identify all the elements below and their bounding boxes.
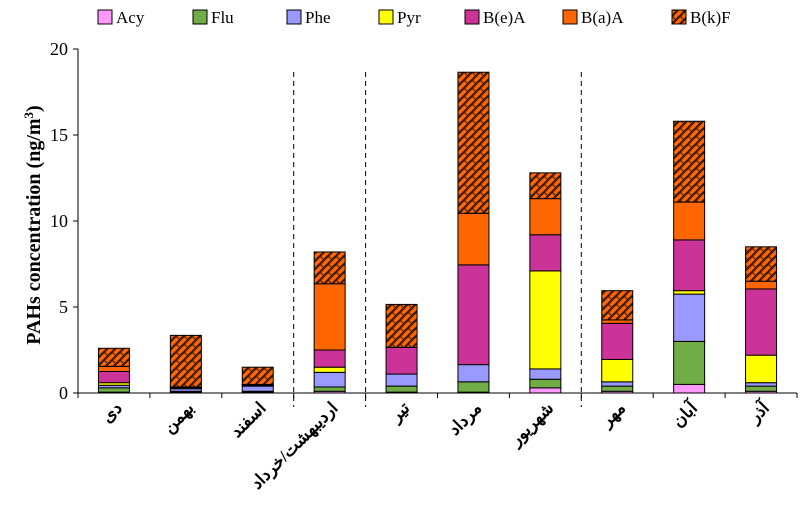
legend-label-b-a-a: B(a)A [581, 8, 624, 27]
bar-segment-flu-8 [673, 340, 706, 385]
bar-segment-phe-3 [313, 371, 346, 388]
bar-segment-phe-5 [457, 364, 490, 383]
legend-swatch-b-a-a [562, 9, 578, 25]
bar-segment-phe-2 [241, 385, 274, 392]
bar-segment-b-k-f-1 [169, 334, 202, 388]
bar-segment-phe-6 [529, 368, 562, 380]
bar-segment-b-k-f-9 [745, 246, 778, 282]
legend-label-acy: Acy [116, 8, 145, 27]
legend-label-flu: Flu [211, 8, 234, 27]
x-category-label-5: مرداد [445, 398, 486, 439]
bar-segment-b-k-f-3 [313, 251, 346, 285]
legend-label-phe: Phe [305, 8, 331, 27]
y-tick-label-5: 5 [59, 297, 68, 317]
bar-segment-b-k-f-0 [97, 347, 130, 367]
bar-segment-b-a-a-3 [313, 283, 346, 351]
y-tick-label-20: 20 [50, 39, 68, 59]
bars [97, 71, 778, 394]
bar-segment-b-k-f-6 [529, 172, 562, 200]
bar-segment-b-e-a-4 [385, 346, 418, 375]
bar-segment-flu-9 [745, 385, 778, 392]
bar-segment-b-k-f-7 [601, 290, 634, 321]
bar-segment-b-k-f-5 [457, 71, 490, 214]
x-category-label-1: بهمن [159, 398, 198, 437]
legend-swatch-b-k-f [671, 9, 687, 25]
bar-segment-b-e-a-3 [313, 349, 346, 368]
x-category-label-7: مهر [596, 398, 630, 432]
legend-label-b-e-a: B(e)A [483, 8, 526, 27]
bar-segment-b-e-a-9 [745, 288, 778, 356]
bar-segment-phe-4 [385, 373, 418, 387]
bar-segment-phe-7 [601, 381, 634, 387]
y-tick-label-0: 0 [59, 383, 68, 403]
y-tick-label-15: 15 [50, 125, 68, 145]
x-category-label-6: شهریور [505, 398, 558, 451]
bar-segment-flu-7 [601, 385, 634, 392]
bar-segment-b-e-a-6 [529, 234, 562, 272]
x-category-label-2: اسفند [227, 398, 270, 441]
bar-segment-flu-0 [97, 387, 130, 393]
bar-segment-phe-8 [673, 293, 706, 342]
bar-segment-acy-6 [529, 387, 562, 394]
bar-segment-flu-6 [529, 378, 562, 389]
bar-segment-phe-9 [745, 382, 778, 387]
bar-segment-pyr-8 [673, 290, 706, 295]
y-tick-label-10: 10 [50, 211, 68, 231]
bar-segment-b-e-a-8 [673, 239, 706, 292]
bar-segment-b-a-a-0 [97, 365, 130, 372]
legend-swatch-b-e-a [464, 9, 480, 25]
legend-label-b-k-f: B(k)F [690, 8, 731, 27]
bar-segment-b-a-a-8 [673, 201, 706, 241]
bar-segment-pyr-6 [529, 270, 562, 370]
bar-segment-pyr-7 [601, 358, 634, 383]
bar-segment-b-e-a-7 [601, 322, 634, 360]
x-category-label-8: آبان [667, 396, 702, 431]
bar-segment-b-a-a-5 [457, 212, 490, 266]
x-category-label-9: آذر [742, 396, 774, 428]
bar-segment-pyr-3 [313, 366, 346, 373]
y-axis-label: PAHs concentration (ng/m3) [21, 105, 46, 344]
bar-segment-b-a-a-6 [529, 198, 562, 236]
legend-swatch-acy [97, 9, 113, 25]
bar-segment-b-k-f-8 [673, 120, 706, 203]
bar-segment-b-k-f-4 [385, 303, 418, 348]
legend: Acy Flu Phe Pyr B(e)A B(a)A B(k)F [97, 8, 731, 27]
bar-segment-flu-3 [313, 386, 346, 392]
y-axis-label-superscript: 3 [21, 111, 36, 118]
y-axis-label-close: ) [23, 105, 45, 112]
bar-segment-b-a-a-9 [745, 280, 778, 290]
period-separators [293, 72, 582, 407]
legend-swatch-flu [192, 9, 208, 25]
y-axis-label-main: PAHs concentration (ng/m [23, 118, 45, 345]
bar-segment-flu-4 [385, 385, 418, 393]
x-category-label-4: تیر [385, 398, 414, 427]
bar-segment-b-k-f-2 [241, 366, 274, 385]
legend-swatch-phe [286, 9, 302, 25]
bar-segment-b-a-a-7 [601, 319, 634, 324]
x-category-label-0: دی [98, 398, 126, 426]
bar-segment-b-e-a-5 [457, 264, 490, 366]
bar-segment-pyr-9 [745, 354, 778, 384]
legend-swatch-pyr [378, 9, 394, 25]
bar-segment-acy-8 [673, 383, 706, 394]
legend-label-pyr: Pyr [397, 8, 421, 27]
bar-segment-b-e-a-0 [97, 371, 130, 384]
bar-segment-flu-5 [457, 381, 490, 393]
